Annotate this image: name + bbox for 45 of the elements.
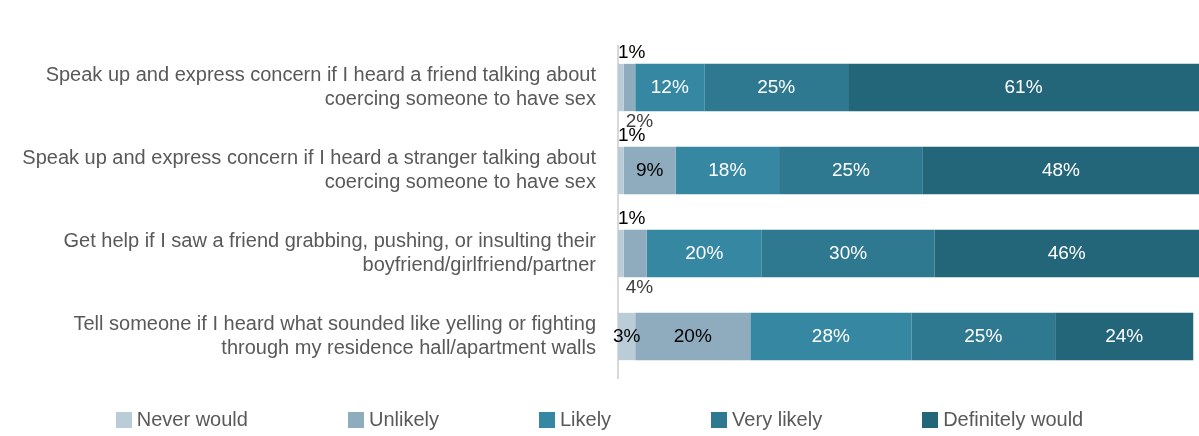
bar [623,63,636,112]
bar [704,63,849,112]
data-label: 25% [757,75,796,97]
bar [623,146,676,195]
bar [623,229,647,278]
data-label: 20% [685,241,724,263]
bar [848,63,1199,112]
bar [675,146,780,195]
data-label: 48% [1041,158,1081,180]
data-label: 3% [612,324,641,346]
y-tick-label: Speak up and express concern if I heard a stranger talking about coercing someone to have sex [22,146,597,193]
bar [1055,312,1194,361]
bar [761,229,935,278]
data-label: 25% [964,324,1003,346]
legend-label: Never would [136,408,248,431]
bar [618,63,624,112]
y-tick-label: Tell someone if I heard what sounded like yelling or fighting through my residence hall/apartment walls [73,312,596,359]
bar [618,146,624,195]
data-label: 20% [673,324,712,346]
bar [934,229,1199,278]
data-label: 12% [650,75,689,97]
bar [911,312,1056,361]
bar [618,229,624,278]
data-label: 1% [618,207,646,229]
y-tick-label: Get help if I saw a friend grabbing, pushing, or insulting their boyfriend/girlfriend/partner [63,229,597,276]
data-label: 24% [1105,324,1144,346]
bar [635,63,705,112]
data-label: 30% [829,241,868,263]
bar [646,229,762,278]
y-tick-label: Speak up and express concern if I heard a friend talking about coercing someone to have sex [45,63,597,110]
bar [750,312,912,361]
legend-label: Likely [559,408,612,431]
data-label: 46% [1047,241,1086,263]
data-label: 28% [811,324,850,346]
legend-label: Very likely [732,408,823,431]
data-label: 61% [1004,75,1043,97]
data-label: 18% [708,158,747,180]
bar [779,146,923,195]
bar [922,146,1199,195]
data-label: 25% [831,158,871,180]
data-label: 9% [635,158,664,180]
data-label: 1% [618,41,646,63]
data-label: 4% [625,276,654,298]
legend-label: Unlikely [368,408,439,431]
legend-label: Definitely would [943,408,1084,431]
